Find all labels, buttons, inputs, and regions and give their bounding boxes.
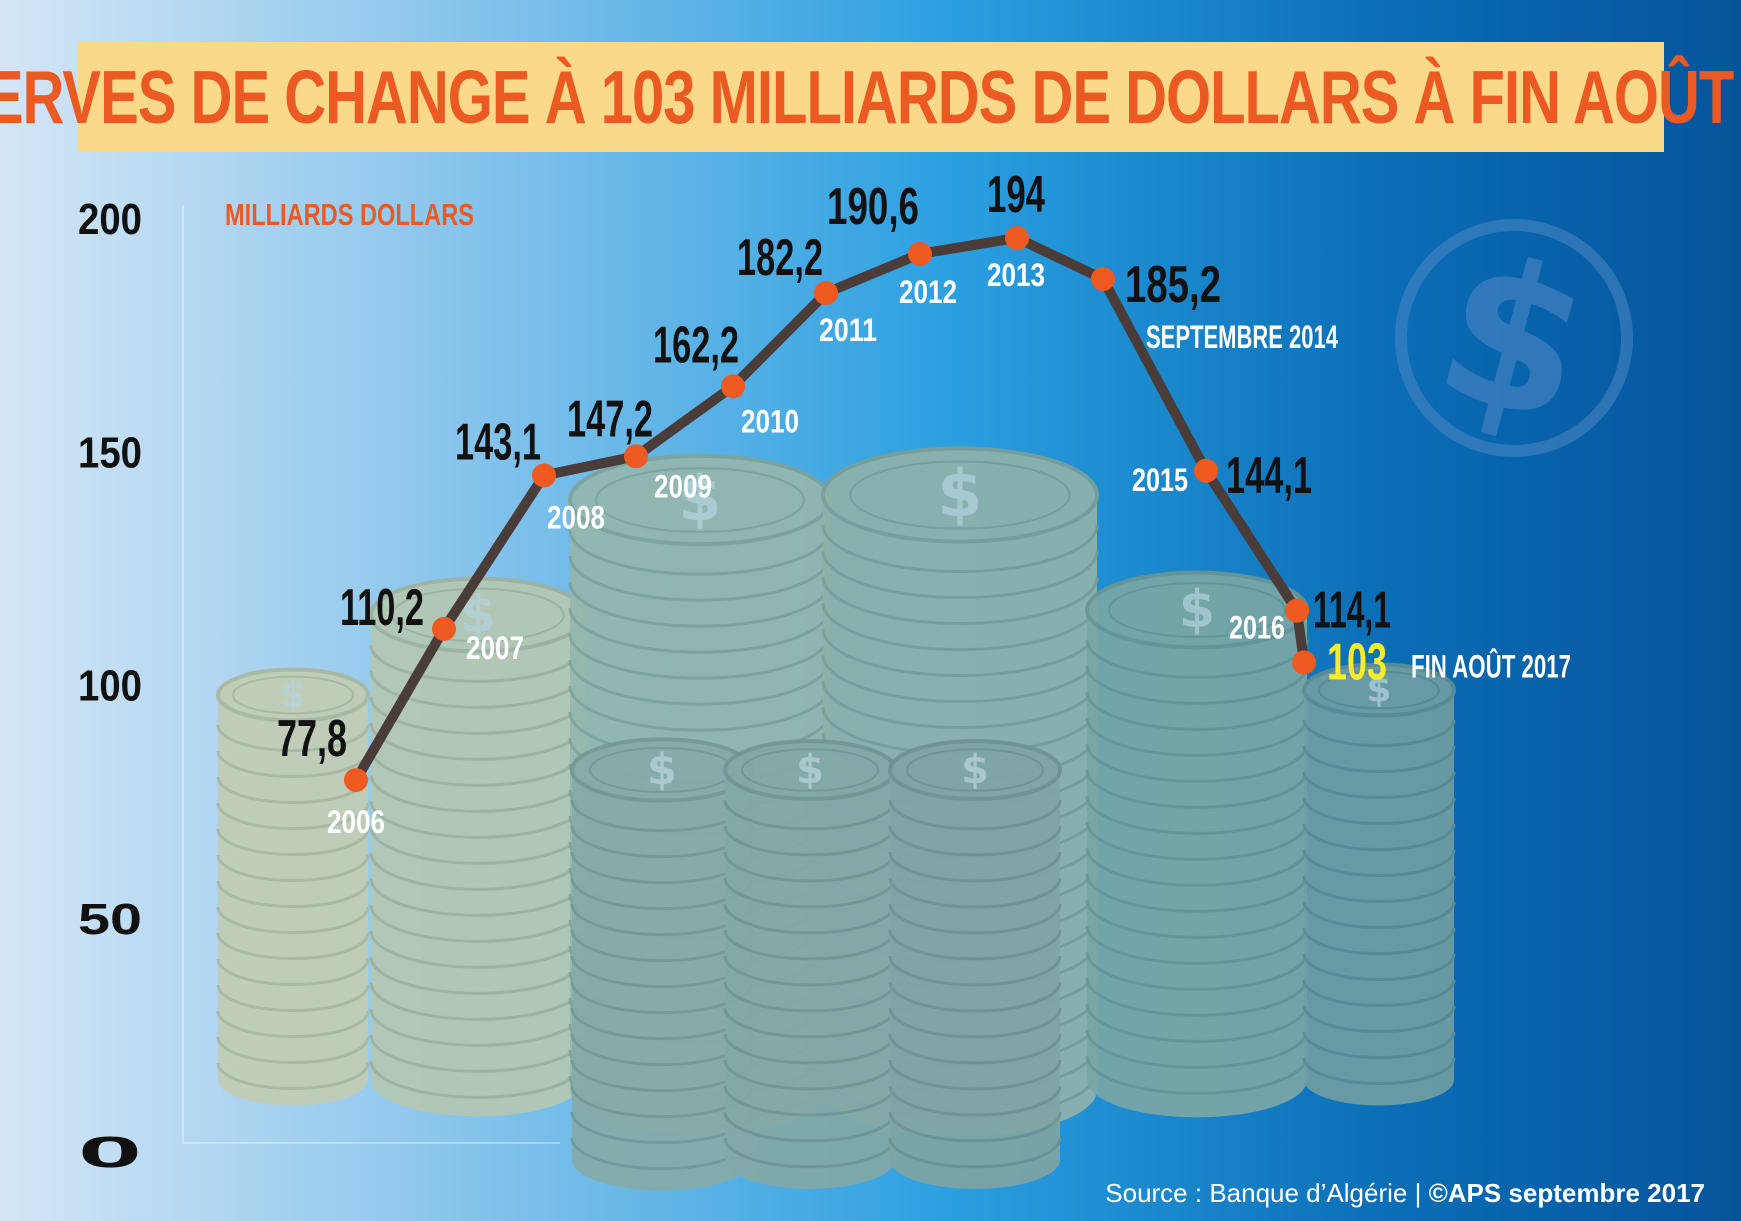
category-label: 2007 xyxy=(466,630,524,666)
value-label: 162,2 xyxy=(653,316,739,374)
y-tick-label: 100 xyxy=(78,662,142,711)
data-point-marker xyxy=(532,463,556,488)
value-label: 77,8 xyxy=(277,710,347,768)
svg-text:$: $ xyxy=(1366,669,1391,710)
coin-stack-icon: $ xyxy=(723,739,897,1189)
source-separator: | xyxy=(1414,1178,1422,1208)
coin-stacks-illustration: $$$ $$$$ $ $ xyxy=(216,446,1456,1191)
data-point-marker xyxy=(908,241,932,266)
data-point-marker xyxy=(721,374,745,399)
y-axis-title: MILLIARDS DOLLARS xyxy=(225,197,474,232)
series-line xyxy=(344,225,1316,793)
data-point-marker xyxy=(1194,458,1218,483)
data-point-marker xyxy=(624,444,648,469)
data-point-marker xyxy=(814,281,838,306)
copyright-text: ©APS septembre 2017 xyxy=(1428,1178,1705,1208)
y-tick-label: 0 xyxy=(78,1128,142,1177)
svg-text:$: $ xyxy=(678,462,721,535)
category-label: FIN AOÛT 2017 xyxy=(1411,649,1571,685)
y-tick-label: 50 xyxy=(78,895,142,944)
data-point-marker xyxy=(1292,650,1316,675)
value-label: 182,2 xyxy=(737,229,823,287)
category-label: SEPTEMBRE 2014 xyxy=(1146,319,1338,355)
svg-text:$: $ xyxy=(647,745,677,795)
page-title: RÉSERVES DE CHANGE À 103 MILLIARDS DE DO… xyxy=(0,54,1741,140)
data-point-marker xyxy=(1005,225,1029,250)
svg-text:$: $ xyxy=(1179,580,1215,640)
source-note: Source : Banque d’Algérie | ©APS septemb… xyxy=(1105,1178,1705,1209)
category-label: 2008 xyxy=(547,499,605,535)
value-label: 147,2 xyxy=(567,390,653,448)
title-banner: RÉSERVES DE CHANGE À 103 MILLIARDS DE DO… xyxy=(0,42,1741,152)
data-point-marker xyxy=(1091,267,1115,292)
value-label: 144,1 xyxy=(1226,447,1312,505)
value-label: 190,6 xyxy=(827,178,919,236)
svg-text:$: $ xyxy=(961,747,989,793)
category-label: 2016 xyxy=(1229,610,1285,646)
coin-stack-icon: $ xyxy=(216,667,370,1106)
category-label: 2009 xyxy=(654,468,712,504)
data-point-marker xyxy=(1285,598,1309,623)
category-label: 2011 xyxy=(819,312,877,348)
value-label: 143,1 xyxy=(455,413,541,471)
category-label: 2012 xyxy=(899,274,957,310)
data-point-marker xyxy=(432,616,456,641)
category-label: 2006 xyxy=(327,804,385,840)
category-label: 2015 xyxy=(1132,462,1188,498)
coin-stack-icon: $ xyxy=(888,739,1062,1189)
y-tick-label: 150 xyxy=(78,428,142,477)
value-label: 194 xyxy=(987,166,1045,224)
svg-text:$: $ xyxy=(937,457,982,532)
category-label: 2010 xyxy=(741,403,799,439)
value-label: 103 xyxy=(1327,634,1387,692)
source-text: Source : Banque d’Algérie xyxy=(1105,1178,1408,1208)
dollar-icon: $ xyxy=(1395,209,1633,470)
value-label: 114,1 xyxy=(1313,582,1391,640)
coin-stack-icon: $ xyxy=(1085,570,1309,1118)
svg-text:$: $ xyxy=(796,747,824,793)
y-axis: 0 50 100 150 200 MILLIARDS DOLLARS xyxy=(78,195,560,1177)
category-label: 2013 xyxy=(987,257,1045,293)
y-tick-label: 200 xyxy=(78,195,142,244)
value-label: 110,2 xyxy=(340,579,424,637)
value-label: 185,2 xyxy=(1125,256,1221,314)
svg-text:$: $ xyxy=(280,674,305,715)
coin-stack-icon: $ xyxy=(1302,662,1456,1106)
series-polyline xyxy=(351,232,1309,786)
data-point-marker xyxy=(344,768,368,793)
